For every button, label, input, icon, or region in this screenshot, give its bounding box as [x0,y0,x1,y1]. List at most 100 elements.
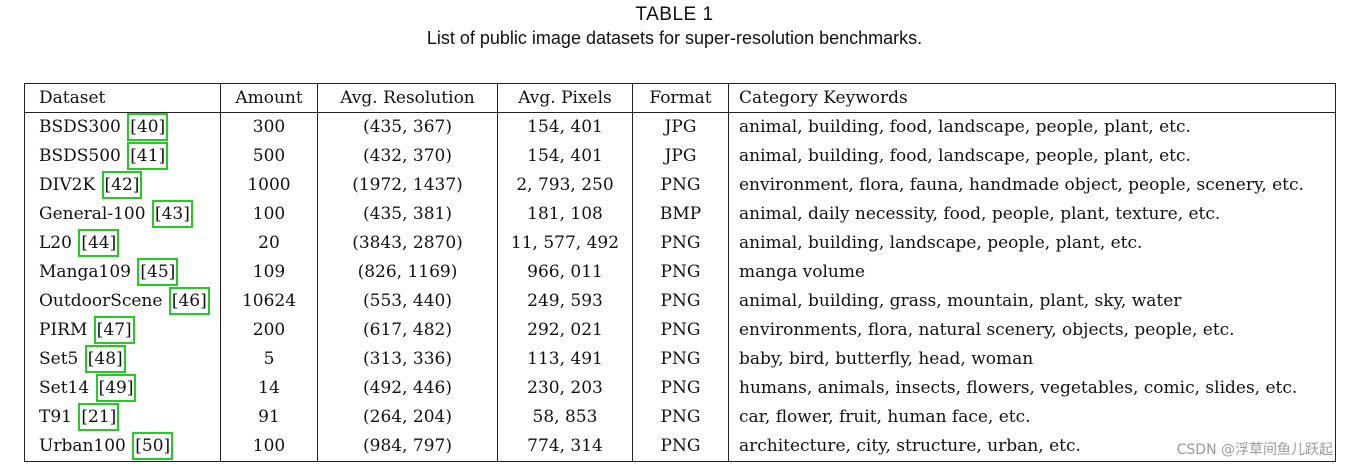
cell-avg-pixels: 11, 577, 492 [497,229,633,258]
cell-category-keywords: baby, bird, butterfly, head, woman [728,345,1336,374]
cell-avg-resolution: (435, 367) [317,112,498,142]
cell-format: PNG [632,258,729,287]
table-row: Urban100 [50] 100 (984, 797) 774, 314 PNG arc… [24,432,1336,462]
cell-amount: 20 [220,229,318,258]
cell-amount: 300 [220,112,318,142]
cell-category-keywords: environment, flora, fauna, handmade obje… [728,171,1336,200]
cell-avg-pixels: 154, 401 [497,142,633,171]
table-row: OutdoorScene [46] 10624 (553, 440) 249, 593… [24,287,1336,316]
cell-format: PNG [632,287,729,316]
table-header: Dataset Amount Avg. Resolution Avg. Pixe… [24,83,1336,113]
cell-avg-pixels: 2, 793, 250 [497,171,633,200]
cell-dataset: T91 [21] [24,403,221,432]
cell-avg-resolution: (1972, 1437) [317,171,498,200]
cell-amount: 10624 [220,287,318,316]
cell-dataset: DIV2K [42] [24,171,221,200]
cell-avg-pixels: 774, 314 [497,432,633,462]
cell-format: PNG [632,316,729,345]
cell-avg-pixels: 292, 021 [497,316,633,345]
table-row: BSDS300 [40] 300 (435, 367) 154, 401 JPG anim… [24,112,1336,142]
citation-link[interactable]: [44] [78,229,120,257]
cell-dataset: Manga109 [45] [24,258,221,287]
header-format: Format [632,83,729,113]
cell-dataset: Urban100 [50] [24,432,221,462]
cell-avg-resolution: (826, 1169) [317,258,498,287]
table-row: DIV2K [42] 1000 (1972, 1437) 2, 793, 250 PNG… [24,171,1336,200]
table-row: PIRM [47] 200 (617, 482) 292, 021 PNG environ… [24,316,1336,345]
dataset-name: Set14 [39,378,90,398]
dataset-name: BSDS300 [39,117,121,137]
table-row: General-100 [43] 100 (435, 381) 181, 108 BMP… [24,200,1336,229]
cell-category-keywords: architecture, city, structure, urban, et… [728,432,1336,462]
cell-dataset: Set14 [49] [24,374,221,403]
cell-format: PNG [632,171,729,200]
citation-link[interactable]: [43] [151,200,193,228]
cell-amount: 91 [220,403,318,432]
cell-format: PNG [632,403,729,432]
table-row: Manga109 [45] 109 (826, 1169) 966, 011 PNG ma… [24,258,1336,287]
cell-avg-pixels: 113, 491 [497,345,633,374]
cell-category-keywords: animal, building, grass, mountain, plant… [728,287,1336,316]
cell-amount: 100 [220,200,318,229]
cell-amount: 500 [220,142,318,171]
cell-avg-resolution: (492, 446) [317,374,498,403]
cell-dataset: BSDS500 [41] [24,142,221,171]
cell-avg-resolution: (984, 797) [317,432,498,462]
cell-avg-resolution: (435, 381) [317,200,498,229]
cell-dataset: L20 [44] [24,229,221,258]
cell-dataset: Set5 [48] [24,345,221,374]
cell-avg-resolution: (264, 204) [317,403,498,432]
cell-category-keywords: animal, building, food, landscape, peopl… [728,142,1336,171]
dataset-name: DIV2K [39,175,96,195]
table-caption-title: TABLE 1 [635,4,714,25]
citation-link[interactable]: [46] [168,287,210,315]
citation-link[interactable]: [21] [78,403,120,431]
cell-amount: 1000 [220,171,318,200]
cell-dataset: PIRM [47] [24,316,221,345]
cell-avg-pixels: 181, 108 [497,200,633,229]
citation-link[interactable]: [40] [127,113,169,141]
header-avg-pixels: Avg. Pixels [497,83,633,113]
cell-category-keywords: environments, flora, natural scenery, ob… [728,316,1336,345]
datasets-table: Dataset Amount Avg. Resolution Avg. Pixe… [24,83,1336,462]
dataset-name: PIRM [39,320,88,340]
cell-avg-resolution: (3843, 2870) [317,229,498,258]
cell-avg-pixels: 249, 593 [497,287,633,316]
cell-avg-resolution: (313, 336) [317,345,498,374]
citation-link[interactable]: [47] [93,316,135,344]
cell-avg-resolution: (553, 440) [317,287,498,316]
cell-format: PNG [632,374,729,403]
citation-link[interactable]: [50] [132,432,174,460]
header-avg-resolution: Avg. Resolution [317,83,498,113]
cell-format: PNG [632,432,729,462]
cell-amount: 100 [220,432,318,462]
cell-format: JPG [632,142,729,171]
cell-dataset: General-100 [43] [24,200,221,229]
cell-category-keywords: animal, building, landscape, people, pla… [728,229,1336,258]
citation-link[interactable]: [42] [101,171,143,199]
cell-avg-resolution: (617, 482) [317,316,498,345]
cell-format: BMP [632,200,729,229]
citation-link[interactable]: [49] [95,374,137,402]
header-category-keywords: Category Keywords [728,83,1336,113]
cell-category-keywords: animal, building, food, landscape, peopl… [728,112,1336,142]
table-caption-subtitle: List of public image datasets for super-… [426,28,923,48]
cell-dataset: BSDS300 [40] [24,112,221,142]
table-row: Set14 [49] 14 (492, 446) 230, 203 PNG humans,… [24,374,1336,403]
dataset-name: BSDS500 [39,146,121,166]
header-row: Dataset Amount Avg. Resolution Avg. Pixe… [24,83,1336,113]
cell-format: PNG [632,345,729,374]
cell-amount: 200 [220,316,318,345]
cell-amount: 109 [220,258,318,287]
table-body: BSDS300 [40] 300 (435, 367) 154, 401 JPG anim… [24,112,1336,462]
dataset-name: General-100 [39,204,146,224]
cell-avg-pixels: 230, 203 [497,374,633,403]
cell-category-keywords: animal, daily necessity, food, people, p… [728,200,1336,229]
citation-link[interactable]: [41] [127,142,169,170]
citation-link[interactable]: [48] [84,345,126,373]
header-amount: Amount [220,83,318,113]
cell-category-keywords: car, flower, fruit, human face, etc. [728,403,1336,432]
table-row: T91 [21] 91 (264, 204) 58, 853 PNG car, flowe… [24,403,1336,432]
table-row: BSDS500 [41] 500 (432, 370) 154, 401 JPG anim… [24,142,1336,171]
citation-link[interactable]: [45] [137,258,179,286]
